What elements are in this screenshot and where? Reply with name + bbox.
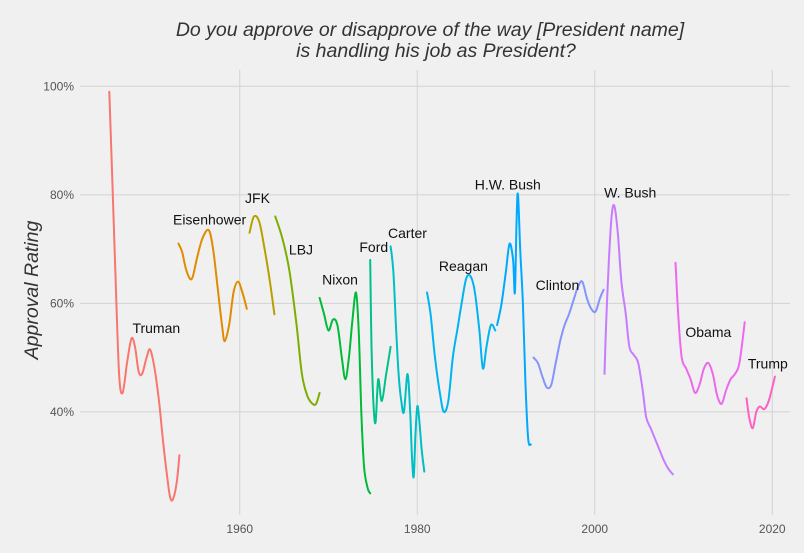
series-line-w-bush	[605, 205, 673, 474]
series-label-clinton: Clinton	[536, 277, 580, 293]
series-label-lbj: LBJ	[289, 242, 313, 258]
series-label-obama: Obama	[685, 324, 731, 340]
x-tick-label: 2000	[581, 522, 608, 536]
series-label-h-w-bush: H.W. Bush	[475, 176, 541, 192]
y-axis-label: Approval Rating	[21, 220, 43, 360]
series-line-jfk	[250, 216, 275, 314]
series-line-clinton	[534, 281, 604, 388]
series-label-truman: Truman	[132, 320, 180, 336]
series-label-jfk: JFK	[245, 190, 271, 206]
y-tick-label: 100%	[43, 79, 74, 93]
series-label-w-bush: W. Bush	[604, 185, 656, 201]
x-tick-label: 2020	[759, 522, 786, 536]
series-line-h-w-bush	[497, 193, 531, 445]
series-label-nixon: Nixon	[322, 271, 358, 287]
series-lines	[109, 92, 775, 501]
series-label-eisenhower: Eisenhower	[173, 212, 246, 228]
y-tick-label: 60%	[50, 296, 74, 310]
chart-title-line-1: Do you approve or disapprove of the way …	[176, 19, 685, 41]
grid	[80, 70, 790, 515]
series-line-truman	[109, 92, 179, 501]
series-line-eisenhower	[179, 230, 247, 342]
series-line-carter	[391, 246, 425, 477]
series-line-nixon	[320, 292, 371, 493]
series-label-ford: Ford	[359, 239, 388, 255]
chart-title-line-2: is handling his job as President?	[296, 40, 576, 62]
y-tick-label: 40%	[50, 405, 74, 419]
x-tick-label: 1960	[226, 522, 253, 536]
series-label-reagan: Reagan	[439, 258, 488, 274]
x-tick-label: 1980	[404, 522, 431, 536]
series-line-reagan	[427, 275, 495, 412]
series-line-trump	[747, 377, 775, 429]
series-label-trump: Trump	[748, 355, 788, 371]
series-line-ford	[370, 260, 390, 423]
series-label-carter: Carter	[388, 225, 427, 241]
y-tick-label: 80%	[50, 188, 74, 202]
